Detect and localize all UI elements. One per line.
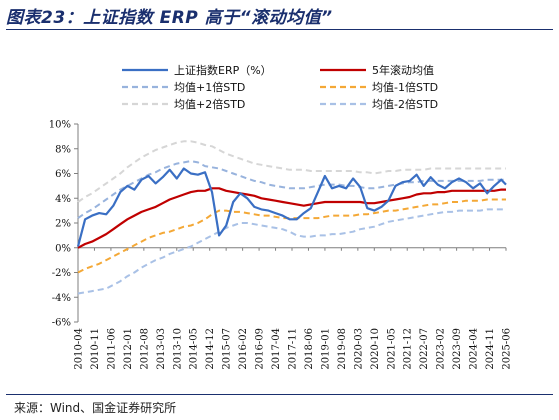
x-tick-label: 2016-09	[255, 328, 266, 370]
x-tick-label: 2010-11	[90, 328, 101, 370]
legend-item-3: 均值-1倍STD	[320, 80, 438, 94]
x-tick-label: 2012-08	[139, 328, 150, 370]
x-tick-label: 2023-09	[452, 328, 463, 370]
x-tick-label: 2012-01	[123, 328, 134, 370]
y-tick-label: -2%	[52, 268, 71, 279]
x-tick-label: 2011-06	[106, 328, 117, 370]
legend-label: 均值-2倍STD	[372, 97, 438, 111]
x-tick-label: 2021-12	[403, 328, 414, 370]
legend-item-0: 上证指数ERP（%）	[122, 63, 272, 77]
series-line-1	[77, 187, 506, 249]
y-tick-label: 6%	[55, 169, 71, 180]
series-line-5	[77, 208, 506, 295]
x-tick-label: 2017-04	[271, 328, 282, 370]
x-tick-label: 2013-10	[172, 328, 183, 370]
x-tick-label: 2015-07	[222, 328, 233, 370]
x-tick-label: 2022-07	[419, 328, 430, 370]
legend-label: 均值+2倍STD	[174, 97, 245, 111]
y-tick-label: -6%	[52, 318, 71, 329]
x-tick-label: 2020-10	[370, 328, 381, 370]
x-tick-label: 2010-04	[74, 328, 85, 370]
y-tick-label: 10%	[49, 120, 71, 131]
series-line-0	[76, 167, 507, 247]
y-tick-label: 2%	[55, 219, 71, 230]
series-line-4	[77, 140, 506, 203]
legend-item-4: 均值+2倍STD	[122, 97, 245, 111]
legend-item-1: 5年滚动均值	[320, 63, 434, 77]
legend-label: 5年滚动均值	[372, 63, 434, 77]
source-divider	[6, 394, 553, 395]
series-line-3	[77, 198, 506, 274]
legend-label: 均值-1倍STD	[372, 80, 438, 94]
legend-label: 均值+1倍STD	[174, 80, 245, 94]
plot-area	[76, 140, 507, 295]
y-tick-label: 4%	[55, 194, 71, 205]
chart-axes: 10% 8% 6% 4% 2% 0% -2% -4% -6%2010-04 2010-11 2011…	[49, 120, 513, 370]
x-tick-label: 2024-11	[485, 328, 496, 370]
legend-item-5: 均值-2倍STD	[320, 97, 438, 111]
source-note: 来源：Wind、国金证券研究所	[14, 401, 177, 415]
series-line-2	[77, 160, 506, 219]
y-tick-label: 0%	[55, 243, 71, 254]
legend-label: 上证指数ERP（%）	[174, 63, 272, 77]
x-tick-label: 2018-06	[304, 328, 315, 370]
x-tick-label: 2024-04	[469, 328, 480, 370]
x-tick-label: 2020-03	[353, 328, 364, 370]
y-tick-label: -4%	[52, 293, 71, 304]
x-tick-label: 2014-05	[189, 328, 200, 370]
x-tick-label: 2023-02	[436, 328, 447, 370]
y-tick-label: 8%	[55, 144, 71, 155]
figure-title: 图表23：上证指数 ERP 高于“滚动均值”	[6, 8, 333, 28]
x-tick-label: 2014-12	[205, 328, 216, 370]
x-tick-label: 2025-06	[502, 328, 513, 370]
x-tick-label: 2013-03	[156, 328, 167, 370]
x-tick-label: 2021-05	[386, 328, 397, 370]
x-tick-label: 2019-01	[320, 328, 331, 370]
title-divider	[6, 29, 553, 30]
legend-item-2: 均值+1倍STD	[122, 80, 245, 94]
x-tick-label: 2017-11	[288, 328, 299, 370]
x-tick-label: 2019-08	[337, 328, 348, 370]
x-tick-label: 2016-02	[238, 328, 249, 370]
